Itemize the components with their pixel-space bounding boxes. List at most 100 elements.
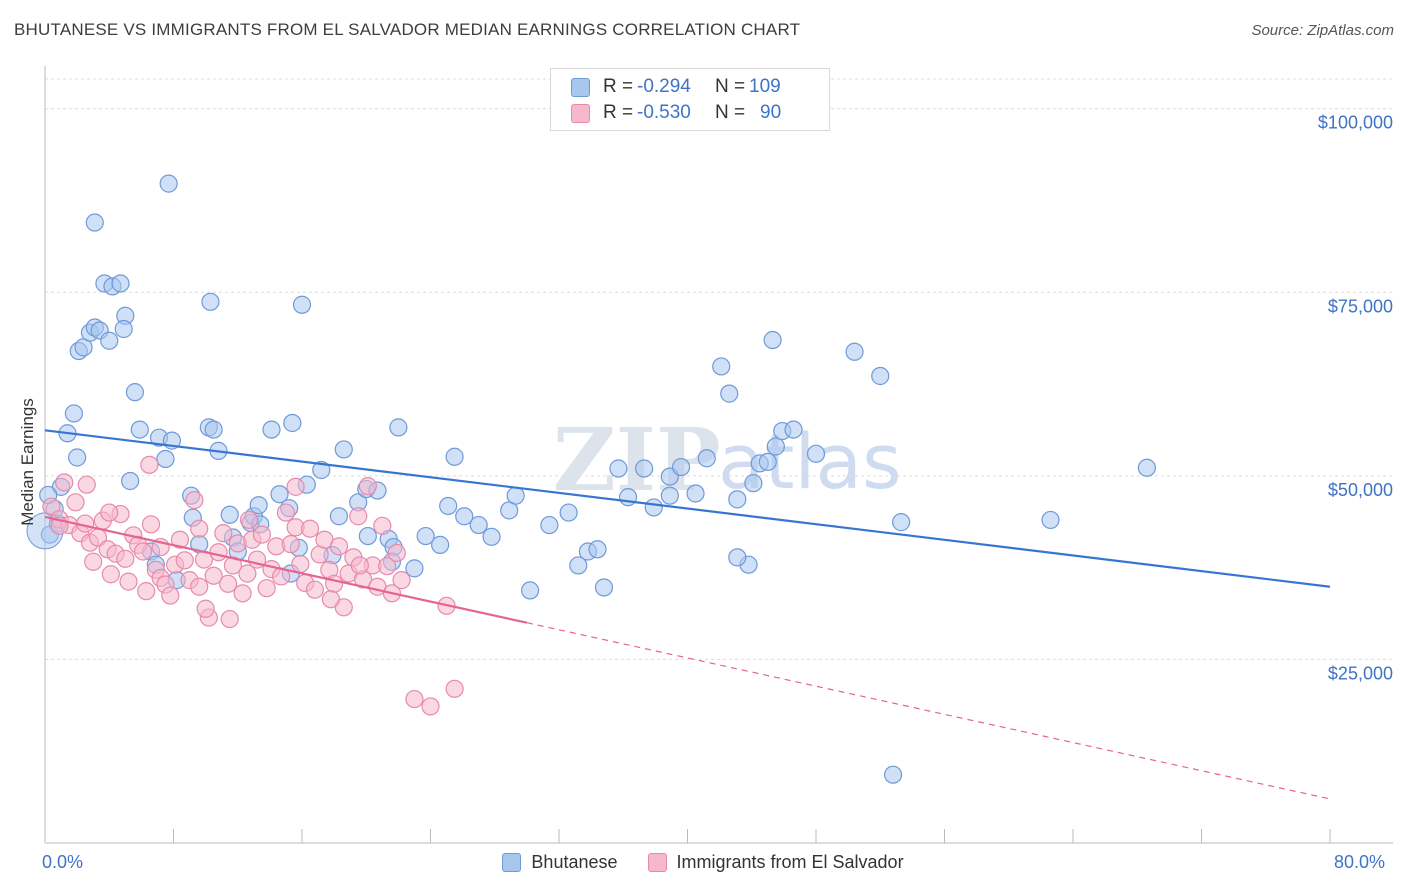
bhutanese-trend-line bbox=[44, 429, 1331, 588]
el-salvador-point bbox=[276, 503, 296, 522]
el-salvador-point bbox=[170, 530, 190, 549]
bhutanese-point bbox=[329, 507, 349, 526]
el-salvador-point bbox=[119, 572, 138, 591]
bhutanese-point bbox=[594, 578, 614, 597]
legend-swatch-pink bbox=[571, 103, 590, 123]
bhutanese-point bbox=[201, 292, 220, 311]
series-el-salvador-points bbox=[42, 455, 464, 716]
el-salvador-point bbox=[219, 574, 238, 593]
watermark-atlas: atlas bbox=[718, 417, 902, 506]
n-value: 109 bbox=[749, 76, 781, 97]
r-label: R = bbox=[603, 102, 634, 123]
legend-item-bhutanese: Bhutanese bbox=[502, 852, 618, 873]
bhutanese-point bbox=[806, 444, 826, 463]
r-value: -0.294 bbox=[637, 76, 691, 97]
el-salvador-point bbox=[281, 535, 300, 554]
el-salvador-point bbox=[66, 493, 85, 512]
y-axis-label: Median Earnings bbox=[18, 398, 37, 526]
y-tick-label: $25,000 bbox=[1328, 663, 1393, 683]
legend-swatch-blue bbox=[571, 77, 590, 97]
el-salvador-point bbox=[100, 503, 119, 522]
bhutanese-point bbox=[455, 507, 474, 526]
n-label: N = bbox=[715, 76, 746, 97]
el-salvador-point bbox=[190, 519, 209, 538]
el-salvador-point bbox=[84, 552, 103, 571]
y-tick-label: $100,000 bbox=[1318, 113, 1393, 133]
bhutanese-point bbox=[569, 556, 588, 575]
bhutanese-point bbox=[728, 490, 747, 509]
bhutanese-point bbox=[644, 498, 663, 517]
bhutanese-point bbox=[758, 452, 777, 472]
bhutanese-point bbox=[635, 459, 654, 478]
el-salvador-point bbox=[387, 543, 406, 563]
y-tick-labels: $25,000 $50,000 $75,000 $100,000 bbox=[1318, 113, 1393, 684]
bhutanese-point bbox=[766, 437, 785, 456]
bhutanese-point bbox=[389, 418, 408, 437]
bhutanese-point bbox=[712, 357, 731, 376]
r-label: R = bbox=[603, 76, 634, 97]
bhutanese-point bbox=[697, 449, 716, 468]
bhutanese-point bbox=[292, 295, 312, 314]
bhutanese-point bbox=[686, 484, 705, 503]
el-salvador-point bbox=[286, 477, 305, 496]
bhutanese-point bbox=[130, 420, 149, 439]
series-bhutanese-points bbox=[26, 174, 1156, 784]
el-salvador-point bbox=[358, 477, 377, 496]
bhutanese-point bbox=[784, 420, 803, 439]
legend-swatch-blue bbox=[502, 853, 522, 872]
bhutanese-point bbox=[671, 457, 691, 477]
el-salvador-point bbox=[141, 515, 161, 534]
el-salvador-trend-line bbox=[44, 515, 528, 624]
bhutanese-point bbox=[405, 559, 424, 578]
el-salvador-point bbox=[239, 510, 259, 530]
bhutanese-point bbox=[358, 526, 377, 546]
bhutanese-point bbox=[431, 535, 450, 554]
x-axis-min-label: 0.0% bbox=[42, 852, 84, 872]
el-salvador-point bbox=[220, 609, 239, 629]
bhutanese-point bbox=[439, 496, 458, 516]
correlation-legend: R = -0.294 N = 109 R = -0.530 N = 90 bbox=[550, 68, 830, 131]
el-salvador-point bbox=[140, 455, 159, 474]
el-salvador-point bbox=[77, 475, 96, 494]
axes bbox=[44, 66, 1393, 844]
bhutanese-point bbox=[540, 515, 559, 535]
el-salvador-point bbox=[214, 524, 233, 543]
bhutanese-point bbox=[845, 342, 864, 361]
bhutanese-point bbox=[204, 420, 223, 439]
el-salvador-point bbox=[350, 556, 369, 575]
bhutanese-point bbox=[445, 447, 464, 466]
el-salvador-point bbox=[445, 679, 464, 698]
bhutanese-point bbox=[744, 474, 763, 493]
y-tick-label: $50,000 bbox=[1328, 480, 1393, 500]
bhutanese-point bbox=[156, 449, 175, 469]
el-salvador-point bbox=[291, 554, 310, 574]
bhutanese-point bbox=[482, 527, 501, 546]
bhutanese-point bbox=[249, 496, 268, 515]
n-value: 90 bbox=[760, 102, 782, 123]
legend-row-el-salvador: R = -0.530 N = 90 bbox=[571, 100, 781, 126]
el-salvador-point bbox=[204, 566, 223, 585]
el-salvador-point bbox=[233, 584, 252, 603]
el-salvador-trend-extension bbox=[526, 622, 1331, 800]
r-value: -0.530 bbox=[637, 102, 691, 123]
el-salvador-point bbox=[101, 565, 120, 584]
el-salvador-point bbox=[349, 507, 368, 526]
watermark: ZIP atlas bbox=[553, 410, 902, 511]
bhutanese-point bbox=[159, 174, 178, 193]
trend-lines bbox=[44, 429, 1331, 800]
bhutanese-point bbox=[1137, 458, 1156, 477]
bhutanese-point bbox=[114, 319, 133, 339]
bhutanese-point bbox=[720, 384, 739, 403]
el-salvador-point bbox=[238, 564, 257, 583]
bhutanese-point bbox=[64, 404, 84, 423]
bhutanese-point bbox=[883, 765, 903, 784]
el-salvador-point bbox=[55, 473, 74, 492]
el-salvador-point bbox=[305, 580, 324, 599]
bhutanese-point bbox=[763, 330, 782, 350]
source-label: Source: ZipAtlas.com bbox=[1251, 22, 1394, 39]
bhutanese-point bbox=[609, 459, 628, 478]
bhutanese-point bbox=[469, 515, 488, 535]
bhutanese-point bbox=[125, 383, 145, 402]
bhutanese-point bbox=[85, 213, 104, 232]
